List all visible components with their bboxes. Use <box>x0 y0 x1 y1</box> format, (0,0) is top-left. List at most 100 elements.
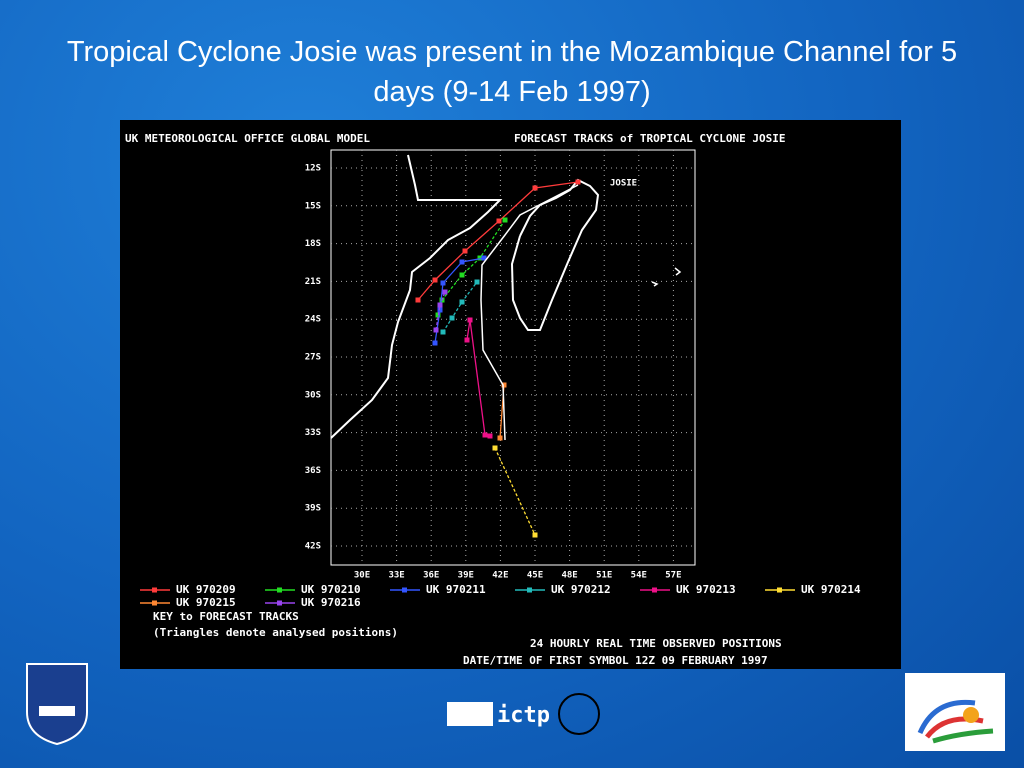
legend-label: UK 970209 <box>176 583 236 596</box>
track-point <box>415 297 421 303</box>
tracks <box>415 179 581 538</box>
track-point <box>532 185 538 191</box>
track-point <box>502 217 508 223</box>
key-title: KEY to FORECAST TRACKS <box>153 610 299 623</box>
legend-label: UK 970213 <box>676 583 736 596</box>
ictp-logo: ictp <box>447 693 600 735</box>
date-note: DATE/TIME OF FIRST SYMBOL 12Z 09 FEBRUAR… <box>463 654 768 667</box>
track-point <box>496 218 502 224</box>
lon-label: 57E <box>665 571 681 581</box>
slide-title: Tropical Cyclone Josie was present in th… <box>66 36 958 108</box>
track-point <box>440 329 446 335</box>
header-left: UK METEOROLOGICAL OFFICE GLOBAL MODEL <box>125 132 370 145</box>
legend-marker <box>277 600 282 606</box>
coastline-africa <box>330 154 503 439</box>
track-point <box>492 445 498 451</box>
lon-label: 36E <box>423 571 439 581</box>
observed-note: 24 HOURLY REAL TIME OBSERVED POSITIONS <box>530 637 782 650</box>
lat-label: 12S <box>305 164 321 174</box>
lat-label: 21S <box>305 277 321 287</box>
track-point <box>442 289 448 295</box>
legend-label: UK 970210 <box>301 583 361 596</box>
track-point <box>497 435 503 441</box>
motto: FIDES BONA <box>39 708 76 715</box>
map-background <box>120 120 901 669</box>
lat-label: 27S <box>305 353 321 363</box>
track-point <box>487 433 493 439</box>
shield <box>26 663 88 746</box>
lat-label: 30S <box>305 390 321 400</box>
grid <box>331 150 695 565</box>
lon-label: 51E <box>596 571 612 581</box>
track-point <box>432 277 438 283</box>
track-point <box>432 340 438 346</box>
track-point <box>575 179 581 185</box>
track-point <box>437 302 443 308</box>
lon-label: 33E <box>388 571 404 581</box>
island <box>674 267 682 276</box>
forecast-track <box>417 181 579 301</box>
lat-label: 36S <box>305 466 321 476</box>
key-note: (Triangles denote analysed positions) <box>153 626 398 639</box>
legend-marker <box>152 587 157 593</box>
logo-background <box>905 673 1005 751</box>
observed-track <box>480 184 579 441</box>
labels: UK METEOROLOGICAL OFFICE GLOBAL MODEL FOR… <box>125 132 861 667</box>
arc <box>917 699 976 735</box>
lon-label: 54E <box>631 571 647 581</box>
legend-marker <box>527 587 532 593</box>
island <box>651 281 659 287</box>
track-point <box>532 532 538 538</box>
track-point <box>481 255 487 261</box>
storm-label: JOSIE <box>610 179 637 189</box>
motto-ribbon <box>39 706 75 716</box>
legend-label: UK 970216 <box>301 596 361 609</box>
lat-label: 33S <box>305 428 321 438</box>
legend-marker <box>277 587 282 593</box>
track-point <box>437 307 443 313</box>
lon-label: 39E <box>458 571 474 581</box>
legend-marker <box>652 587 657 593</box>
track-point <box>477 255 483 261</box>
lon-label: 48E <box>561 571 577 581</box>
track-point <box>462 248 468 254</box>
header-right: FORECAST TRACKS of TROPICAL CYCLONE JOSI… <box>514 132 786 145</box>
unesco-mark <box>447 702 493 726</box>
track-point <box>459 259 465 265</box>
forecast-track <box>494 447 536 536</box>
legend-label: UK 970212 <box>551 583 611 596</box>
lon-label: 30E <box>354 571 370 581</box>
arc <box>932 728 994 744</box>
track-point <box>467 317 473 323</box>
lat-label: 15S <box>305 201 321 211</box>
track-point <box>474 279 480 285</box>
lat-label: 18S <box>305 239 321 249</box>
lon-label: 45E <box>527 571 543 581</box>
legend-label: UK 970214 <box>801 583 861 596</box>
legend-marker <box>152 600 157 606</box>
atom-mark <box>558 693 600 735</box>
track-point <box>440 280 446 286</box>
legend-marker <box>777 587 782 593</box>
track-point <box>449 315 455 321</box>
legend-label: UK 970215 <box>176 596 236 609</box>
sun <box>963 707 979 723</box>
lat-label: 39S <box>305 504 321 514</box>
coastline-madagascar <box>510 178 600 331</box>
track-point <box>459 299 465 305</box>
track-point <box>482 432 488 438</box>
lon-label: 42E <box>492 571 508 581</box>
forecast-track <box>442 281 478 333</box>
lat-label: 42S <box>305 542 321 552</box>
track-point <box>501 382 507 388</box>
ictp-text: ictp <box>497 703 550 728</box>
legend-marker <box>402 587 407 593</box>
university-logo: FIDES BONA <box>26 663 88 746</box>
lat-label: 24S <box>305 315 321 325</box>
track-point <box>459 272 465 278</box>
partner-logo <box>905 673 1005 751</box>
legend-label: UK 970211 <box>426 583 486 596</box>
track-point <box>433 327 439 333</box>
